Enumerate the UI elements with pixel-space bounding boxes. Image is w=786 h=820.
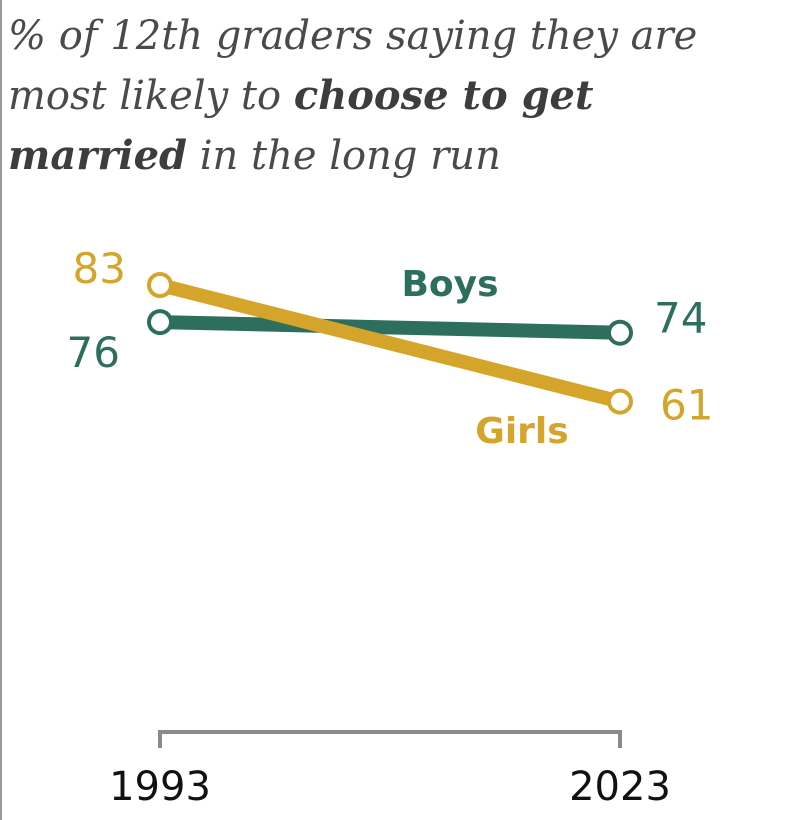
series-label-boys: Boys	[401, 264, 498, 305]
point-girls-1993	[147, 272, 173, 298]
x-tick-label-1993: 1993	[109, 764, 211, 810]
left-border	[0, 0, 2, 820]
x-axis-bracket	[158, 730, 622, 748]
series-line-boys	[159, 315, 621, 340]
data-label-boys-1993: 76	[67, 328, 120, 377]
point-boys-1993	[147, 309, 173, 336]
point-boys-2023	[607, 319, 633, 346]
data-label-boys-2023: 74	[654, 294, 707, 343]
title-bold: choose to get married	[8, 72, 594, 179]
data-label-girls-1993: 83	[73, 244, 126, 293]
data-label-girls-2023: 61	[660, 381, 713, 430]
title-part-2: in the long run	[187, 133, 501, 179]
title-part-1: % of 12th graders saying they are most l…	[8, 13, 698, 119]
chart-title: % of 12th graders saying they are most l…	[8, 6, 778, 186]
x-tick-label-2023: 2023	[569, 764, 671, 810]
series-line-girls	[158, 278, 622, 409]
point-girls-2023	[607, 388, 633, 415]
series-label-girls: Girls	[475, 411, 568, 452]
